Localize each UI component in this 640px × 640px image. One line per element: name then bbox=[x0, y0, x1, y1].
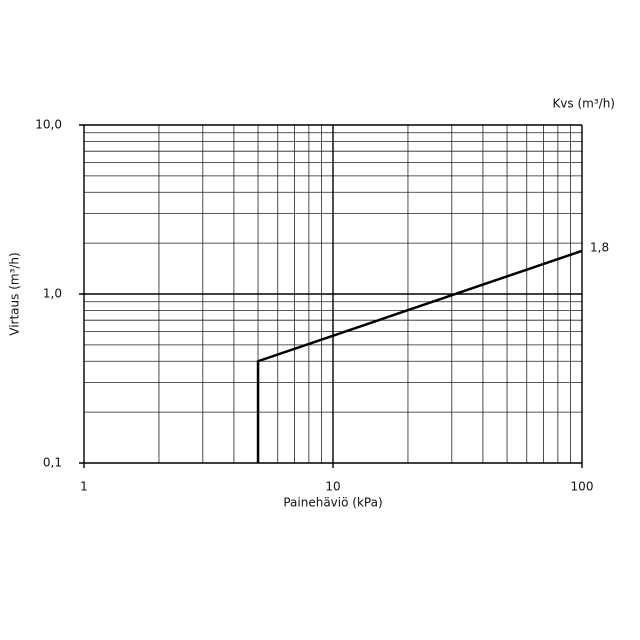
y-tick-label: 0,1 bbox=[43, 456, 62, 470]
annotation: Kvs (m³/h) bbox=[552, 97, 615, 111]
x-tick-label: 100 bbox=[571, 480, 594, 494]
data-line bbox=[256, 249, 583, 463]
y-tick-label: 10,0 bbox=[35, 118, 62, 132]
x-tick-label: 1 bbox=[80, 480, 88, 494]
x-axis-title: Painehäviö (kPa) bbox=[283, 496, 382, 510]
x-tick-label: 10 bbox=[325, 480, 340, 494]
y-tick-label: 1,0 bbox=[43, 287, 62, 301]
y-axis-title: Virtaus (m³/h) bbox=[8, 252, 22, 335]
data-label: 1,8 bbox=[590, 240, 609, 254]
